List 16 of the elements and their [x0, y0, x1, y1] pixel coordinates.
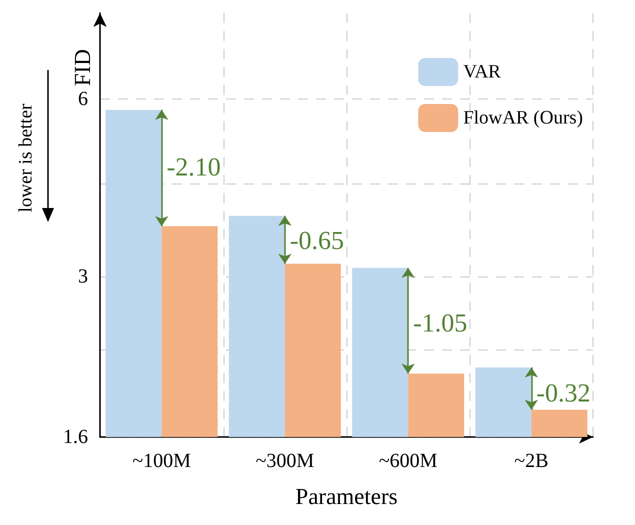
- legend-label: FlowAR (Ours): [463, 108, 584, 128]
- annotation: -2.10: [166, 152, 221, 182]
- annotation: -0.65: [290, 226, 344, 256]
- y-axis-title: FID: [70, 49, 95, 86]
- x-tick-label: ~600M: [378, 450, 438, 472]
- annotation: -0.32: [536, 378, 591, 408]
- y-tick-label: 6: [78, 88, 88, 110]
- y-tick-label: 3: [78, 265, 88, 288]
- x-tick-label: ~100M: [132, 450, 192, 472]
- text: lower is better: [16, 102, 36, 212]
- annotation: -1.05: [413, 308, 468, 338]
- y-tick-label: 1.6: [63, 426, 88, 448]
- legend-label: VAR: [463, 62, 502, 82]
- x-tick-label: ~2B: [514, 450, 548, 472]
- x-tick-label: ~300M: [256, 450, 314, 472]
- x-axis-title: Parameters: [295, 484, 398, 509]
